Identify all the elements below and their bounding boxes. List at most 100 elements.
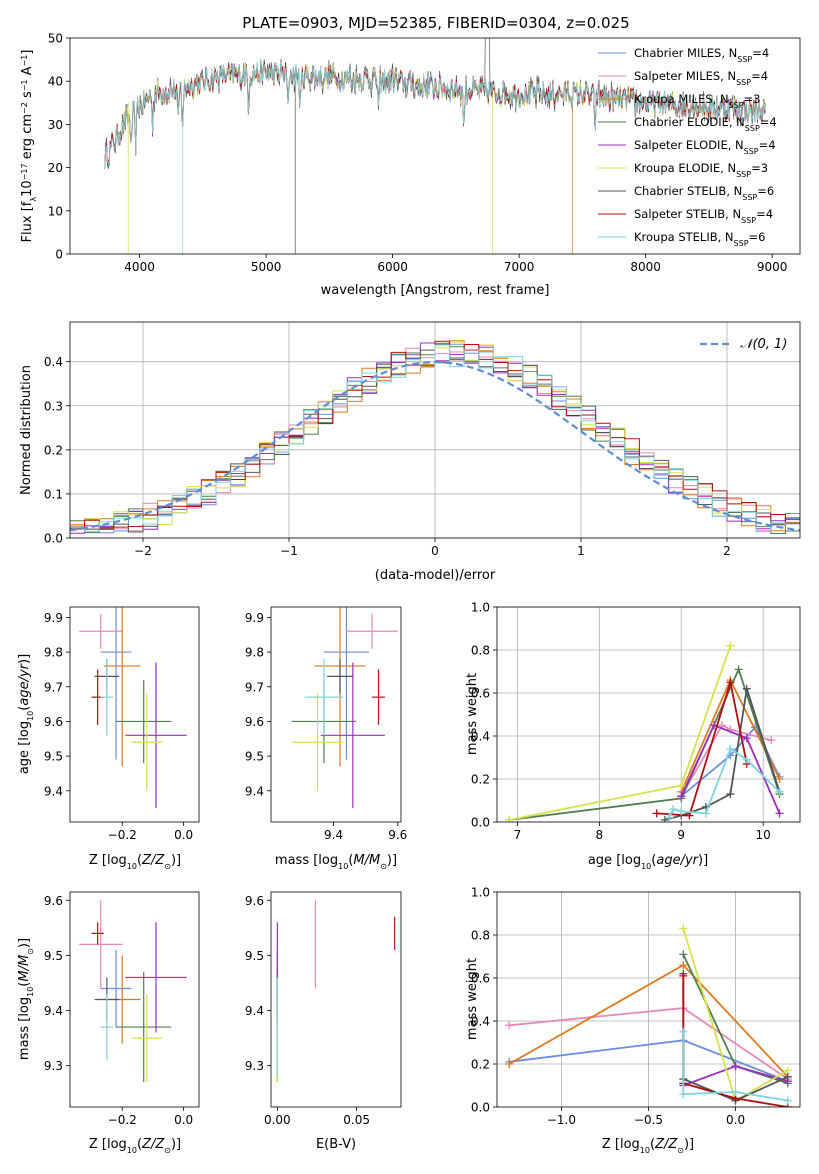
weight-marker [677,792,686,801]
x-axis-label: E(B-V) [316,1137,356,1152]
y-tick-label: 50 [48,32,63,46]
label-fragment: =3 [744,92,761,106]
label-fragment: ⊙ [677,1146,684,1155]
y-tick-label: 9.4 [245,784,264,798]
spectrum-line [104,38,766,254]
y-axis-label: age [log10(age/yr)] [17,654,35,774]
axes-frame [496,891,801,1108]
axes-mass_vs_EBV: 0.00 0.05 9.3 9.4 9.5 9.6 E(B-V) [245,891,402,1152]
weight-marker [775,787,784,796]
x-tick-label: −0.2 [108,1113,137,1127]
label-fragment: 10 [26,711,35,721]
x-tick-label: 0.00 [264,1113,291,1127]
weight-marker [726,790,735,799]
axes-mass_vs_Z: −0.2 0.09.39.49.59.6Z [log10(Z/Z⊙)]mass [… [17,891,200,1155]
weight-marker [505,1060,514,1068]
label-fragment: SSP [741,216,756,225]
y-tick-label: 30 [48,118,63,132]
label-fragment: =4 [752,46,769,60]
label-fragment: Salpeter ELODIE, N [634,138,744,152]
label-fragment: 10 [26,987,35,997]
axes-frame [69,606,200,823]
label-fragment: ( [650,1137,655,1152]
label-fragment: SSP [744,147,759,156]
label-fragment: Chabrier STELIB, N [634,184,742,198]
y-tick-label: 9.7 [245,680,264,694]
label-fragment: Z/Z [654,1137,678,1152]
label-fragment: age [log [588,853,641,868]
label-fragment: Z [log [89,853,127,868]
legend: 𝒩(0, 1) [700,337,787,352]
weight-marker [669,805,678,814]
label-fragment: =6 [749,230,766,244]
weight-marker [679,1027,688,1036]
x-axis-label: age [log10(age/yr)] [588,853,708,871]
weight-marker [679,961,688,970]
label-fragment: =4 [760,115,777,129]
y-tick-label: 9.5 [245,949,264,963]
y-tick-label: 9.8 [44,646,63,660]
y-tick-label: 0.3 [44,399,63,413]
weight-marker [726,641,735,650]
label-fragment: Kroupa STELIB, N [634,230,734,244]
label-fragment: ( [17,982,32,987]
x-axis-label: Z [log10(Z/Z⊙)] [89,1137,181,1155]
weight-marker [726,678,735,687]
label-fragment: A [20,66,35,79]
legend-entry: Chabrier STELIB, NSSP=6 [634,184,774,202]
weight-marker [734,665,743,674]
y-tick-label: 9.9 [44,611,63,625]
y-axis-label: Flux [fλ10−17 erg cm−2 s−1 A−1] [20,50,38,243]
y-tick-label: 20 [48,161,63,175]
label-fragment: =4 [751,69,768,83]
label-fragment: −2 [20,102,29,114]
label-fragment: )] [387,853,397,868]
y-tick-label: 9.4 [44,784,63,798]
y-tick-label: 1.0 [471,601,490,615]
weight-marker [742,755,751,764]
label-fragment: mass [log [17,997,32,1060]
label-fragment: SSP [736,78,751,87]
legend-entry: Salpeter ELODIE, NSSP=4 [634,138,776,156]
x-tick-label: 4000 [124,260,155,274]
weight-marker [726,744,735,753]
label-fragment: ( [348,853,353,868]
figure-title: PLATE=0903, MJD=52385, FIBERID=0304, z=0… [242,14,629,32]
legend-entry: Chabrier ELODIE, NSSP=4 [634,115,777,133]
weight-marker [783,1096,792,1105]
axes-age_vs_mass: 9.4 9.6 9.4 9.5 9.6 9.7 9.8 9.9 mass [log10(M/M⊙… [245,606,407,871]
label-fragment: Chabrier MILES, N [634,46,737,60]
y-tick-label: 9.9 [245,611,264,625]
label-fragment: 10 [127,1146,137,1155]
axes-spectrum: 4000 5000 6000 7000 8000 9000 0 10 20 30 40 50 wavel… [20,32,801,298]
y-tick-label: 0.2 [471,1058,490,1072]
y-axis-label: mass [log10(M/M⊙)] [17,938,35,1060]
label-fragment: =4 [756,207,773,221]
x-tick-label: 0.0 [174,828,193,842]
x-tick-label: 5000 [251,260,282,274]
weight-marker [660,815,669,822]
x-tick-label: 9.6 [388,828,407,842]
axes-age_vs_Z: −0.2 0.09.49.59.69.79.89.9Z [log10(Z/Z⊙)]… [17,606,200,871]
x-tick-label: −1.0 [547,1113,576,1127]
weight-marker [679,1090,688,1099]
y-tick-label: 0.4 [471,1015,490,1029]
y-tick-label: 9.5 [245,750,264,764]
label-fragment: −17 [20,163,29,180]
x-tick-label: 9 [677,828,685,842]
weight-marker [677,807,686,816]
y-tick-label: 0.1 [44,487,63,501]
label-fragment: −1 [20,79,29,91]
label-fragment: Flux [f [20,201,35,242]
weight-marker [701,809,710,818]
weight-marker [742,684,751,693]
legend-entry: 𝒩(0, 1) [740,337,787,352]
label-fragment: SSP [737,55,752,64]
x-tick-label: −0.5 [634,1113,663,1127]
x-axis-label: mass [log10(M/M⊙)] [275,853,397,871]
weight-marker [652,809,661,818]
